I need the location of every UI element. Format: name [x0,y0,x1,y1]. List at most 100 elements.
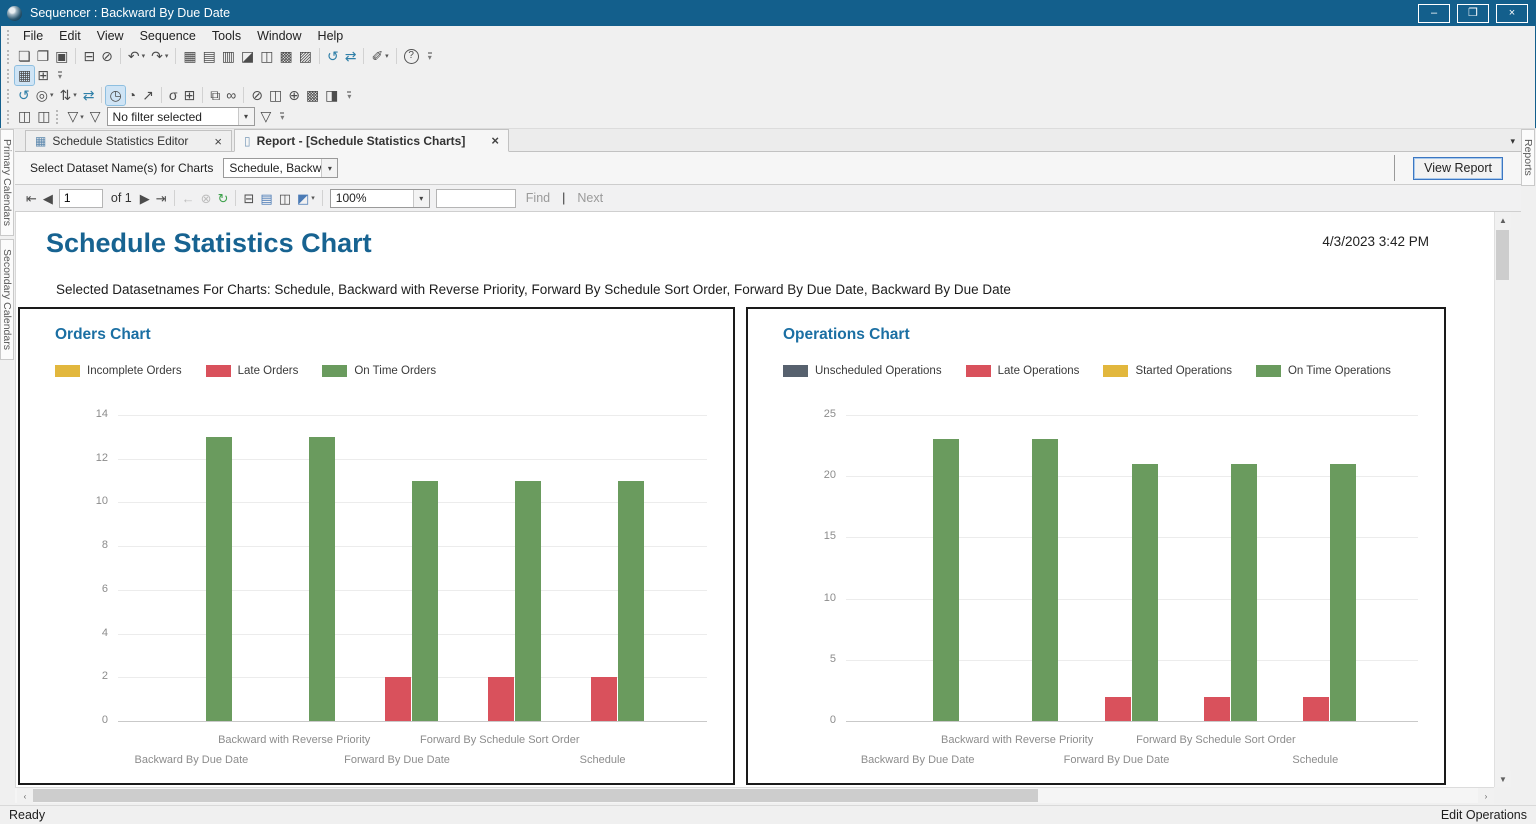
resource-grid-edit-icon[interactable]: ◫ [37,108,51,124]
bar-chart-icon[interactable]: ◨ [325,86,339,103]
start-options-icon[interactable]: ◎ [35,86,48,103]
menu-window[interactable]: Window [257,29,302,43]
dashboard-view-icon[interactable]: ▩ [279,47,293,64]
reschedule-icon[interactable]: ↺ [18,86,30,103]
undo-icon[interactable]: ↶ [127,47,140,64]
toolbar-grip[interactable] [55,109,60,124]
dataset-combo-arrow[interactable]: ▾ [321,159,338,177]
chart-view-icon[interactable]: ◪ [241,47,255,64]
next-button[interactable]: Next [577,191,604,205]
pen-icon-dropdown-icon[interactable]: ▾ [385,53,389,60]
schedule-view-icon[interactable]: ▤ [202,47,216,64]
dock-tab-primary-calendars[interactable]: Primary Calendars [0,129,14,236]
redo-icon[interactable]: ↷ [151,47,163,64]
pen-icon[interactable]: ✐ [371,47,384,64]
scroll-up-icon[interactable]: ▲ [1495,212,1511,228]
table-view-icon[interactable]: ▥ [221,47,236,64]
export-icon-dropdown-icon[interactable]: ▾ [311,195,315,202]
toolbar-grip[interactable] [6,48,10,64]
schedule-table-icon[interactable]: ◫ [268,86,283,103]
filter-icon-dropdown-icon[interactable]: ▾ [80,113,84,121]
tab-schedule-statistics-editor[interactable]: ▦ Schedule Statistics Editor × [25,130,233,151]
toolbar-overflow-icon[interactable]: ▾ [347,90,352,101]
refresh-report-icon[interactable]: ↻ [217,190,229,206]
toolbar-grip[interactable] [6,68,10,83]
print-icon[interactable]: ⊟ [83,47,96,64]
print-report-icon[interactable]: ⊟ [243,190,255,206]
filter-combo[interactable]: No filter selected ▾ [106,107,255,126]
vertical-scrollbar[interactable]: ▲ ▼ [1494,212,1511,787]
report-view-icon[interactable]: ◫ [260,47,274,64]
sort-sequence-icon[interactable]: ⇅ [59,86,72,103]
copy-schedule-icon[interactable]: ⧉ [210,86,221,103]
start-options-icon-dropdown-icon[interactable]: ▾ [49,92,54,99]
renumber-icon[interactable]: ⊞ [183,86,196,103]
resource-grid-icon[interactable]: ◫ [18,108,32,124]
close-tab-icon[interactable]: × [491,133,499,148]
last-page-icon[interactable]: ⇥ [155,190,167,206]
close-button[interactable]: × [1496,3,1528,23]
vertical-scrollbar-thumb[interactable] [1496,230,1509,280]
import-icon[interactable]: ❐ [36,47,50,64]
toolbar-grip[interactable] [6,87,10,103]
horizontal-scrollbar[interactable]: ‹ › [15,787,1494,804]
move-operation-icon[interactable]: ↗ [142,86,154,103]
gantt-view-icon[interactable]: ▦ [183,47,197,64]
prev-page-icon[interactable]: ◀ [42,190,53,206]
compress-icon[interactable]: ▩ [305,86,320,103]
menu-tools[interactable]: Tools [211,29,242,43]
clear-filter-icon[interactable]: ▽ [260,108,272,124]
scroll-left-icon[interactable]: ‹ [17,788,33,804]
minimize-button[interactable]: – [1418,3,1450,23]
search-input[interactable] [435,188,516,208]
menu-file[interactable]: File [23,29,44,43]
resequence-icon[interactable]: ↺ [326,47,339,64]
zoom-combo[interactable]: 100% ▾ [329,188,430,208]
stop-icon[interactable]: ⊗ [200,190,212,206]
tab-list-dropdown-icon[interactable]: ▾ [1510,136,1515,146]
campaign-clock-icon[interactable]: ◷ [105,84,126,106]
edit-filter-icon[interactable]: ▽ [89,108,101,124]
filter-combo-arrow[interactable]: ▾ [237,108,254,125]
page-setup-icon[interactable]: ◫ [278,190,291,206]
menu-sequence[interactable]: Sequence [139,29,196,43]
save-icon[interactable]: ▣ [55,47,69,64]
toolbar-grip[interactable] [6,28,10,44]
validate-schedule-icon[interactable]: ⊘ [251,86,263,103]
back-icon[interactable]: ← [181,190,195,206]
optimize-icon[interactable]: σ [168,86,178,103]
refresh-data-icon[interactable]: ⇄ [344,47,357,64]
open-icon[interactable]: ❏ [18,47,31,64]
toolbar-overflow-icon[interactable]: ▾ [427,51,432,62]
find-button[interactable]: Find [525,191,551,205]
infinite-capacity-icon[interactable]: ∞ [226,86,237,103]
undo-icon-dropdown-icon[interactable]: ▾ [141,53,146,60]
grid-editor-icon[interactable]: ▦ [13,65,36,86]
toolbar-overflow-icon[interactable]: ▾ [280,112,285,122]
next-page-icon[interactable]: ▶ [139,190,150,206]
view-report-button[interactable]: View Report [1413,156,1503,180]
menu-help[interactable]: Help [317,29,344,43]
page-number-input[interactable] [58,188,103,208]
grid-add-icon[interactable]: ⊞ [37,67,49,83]
dock-tab-secondary-calendars[interactable]: Secondary Calendars [0,238,14,360]
validate-icon[interactable]: ⊘ [101,47,113,64]
menu-edit[interactable]: Edit [59,29,81,43]
swap-resources-icon[interactable]: ⇄ [82,86,95,103]
scroll-right-icon[interactable]: › [1478,788,1494,804]
toolbar-overflow-icon[interactable]: ▾ [57,71,62,81]
toolbar-grip[interactable] [6,109,10,124]
metrics-view-icon[interactable]: ▨ [298,47,312,64]
sort-sequence-icon-dropdown-icon[interactable]: ▾ [73,92,77,99]
zoom-combo-arrow[interactable]: ▾ [412,189,429,207]
help-icon[interactable]: ? [403,48,419,64]
tab-report-schedule-statistics-charts[interactable]: ▯ Report - [Schedule Statistics Charts] … [234,129,509,152]
menu-view[interactable]: View [96,29,124,43]
globe-view-icon[interactable]: ⊕ [288,86,300,103]
export-icon[interactable]: ◩ [296,190,310,206]
redo-icon-dropdown-icon[interactable]: ▾ [164,53,169,60]
scroll-down-icon[interactable]: ▼ [1495,771,1511,787]
horizontal-scrollbar-thumb[interactable] [33,789,1038,802]
delay-clock-icon[interactable]: ◔ [127,86,137,103]
dataset-combo[interactable]: Schedule, Backward ▾ [223,158,339,178]
